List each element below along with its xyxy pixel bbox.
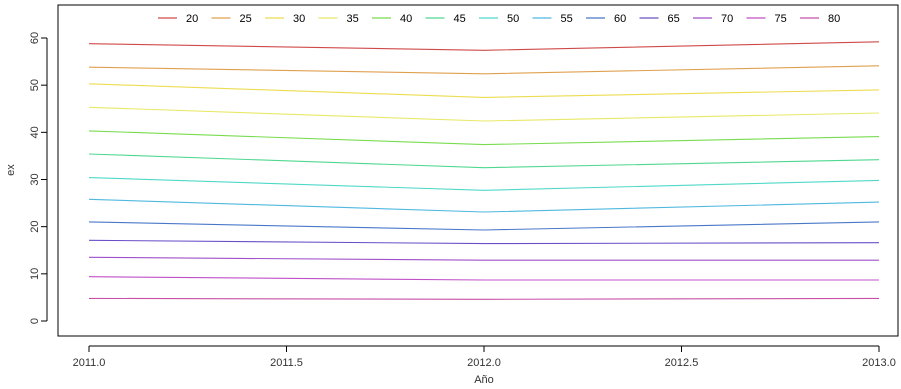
y-tick-label: 0 bbox=[29, 318, 41, 324]
legend-label-20: 20 bbox=[186, 13, 198, 25]
series-line-55 bbox=[88, 198, 880, 213]
plot-frame bbox=[57, 4, 899, 337]
series-line-30 bbox=[88, 83, 880, 98]
series-line-25 bbox=[88, 65, 880, 75]
x-tick-label: 2013.0 bbox=[862, 357, 896, 369]
series-line-40 bbox=[88, 130, 880, 146]
y-tick-label: 40 bbox=[29, 126, 41, 138]
legend-label-30: 30 bbox=[293, 13, 305, 25]
series-line-50 bbox=[88, 177, 880, 191]
series-line-65 bbox=[88, 239, 880, 245]
legend-label-50: 50 bbox=[507, 13, 519, 25]
y-tick-label: 10 bbox=[29, 268, 41, 280]
legend-label-75: 75 bbox=[775, 13, 787, 25]
series-line-45 bbox=[88, 153, 880, 169]
legend-label-65: 65 bbox=[668, 13, 680, 25]
legend-label-60: 60 bbox=[614, 13, 626, 25]
legend-label-25: 25 bbox=[240, 13, 252, 25]
series-line-35 bbox=[88, 106, 880, 122]
series-line-80 bbox=[88, 297, 880, 300]
y-axis: 0 10 20 30 40 50 60 bbox=[29, 32, 48, 324]
legend-label-55: 55 bbox=[561, 13, 573, 25]
legend-label-45: 45 bbox=[454, 13, 466, 25]
legend-label-70: 70 bbox=[721, 13, 733, 25]
legend-label-35: 35 bbox=[347, 13, 359, 25]
x-axis: 2011.0 2011.5 2012.0 2012.5 2013.0 bbox=[73, 345, 896, 369]
x-tick-label: 2012.0 bbox=[467, 357, 501, 369]
y-tick-label: 30 bbox=[29, 173, 41, 185]
x-tick-label: 2011.5 bbox=[270, 357, 303, 369]
legend: 20 25 30 35 40 45 50 55 60 65 70 75 80 bbox=[158, 13, 840, 25]
legend-label-80: 80 bbox=[828, 13, 840, 25]
series-line-60 bbox=[88, 221, 880, 231]
y-tick-label: 60 bbox=[29, 32, 41, 44]
y-tick-label: 20 bbox=[29, 221, 41, 233]
legend-label-40: 40 bbox=[400, 13, 412, 25]
series-line-70 bbox=[88, 256, 879, 261]
x-tick-label: 2012.5 bbox=[665, 357, 699, 369]
series-line-75 bbox=[88, 276, 879, 281]
x-tick-label: 2011.0 bbox=[73, 357, 106, 369]
plot-area bbox=[57, 4, 899, 337]
x-axis-title: Año bbox=[474, 374, 494, 386]
y-tick-label: 50 bbox=[29, 79, 41, 91]
y-axis-title: ex bbox=[5, 164, 17, 176]
series-lines bbox=[88, 41, 880, 300]
series-line-20 bbox=[88, 41, 880, 51]
